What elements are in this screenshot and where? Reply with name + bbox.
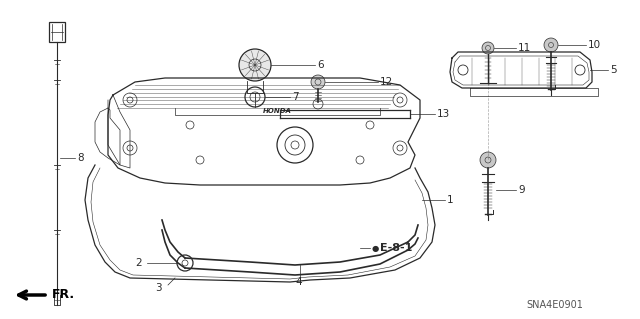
Text: 1: 1	[447, 195, 454, 205]
Text: 3: 3	[155, 283, 162, 293]
Text: 11: 11	[518, 43, 531, 53]
Text: 8: 8	[77, 153, 84, 163]
Text: 13: 13	[437, 109, 451, 119]
Text: ●: ●	[372, 243, 380, 253]
Circle shape	[482, 42, 494, 54]
Text: HONDA: HONDA	[262, 108, 291, 114]
Text: 12: 12	[380, 77, 393, 87]
Circle shape	[239, 49, 271, 81]
Text: FR.: FR.	[52, 288, 75, 301]
Circle shape	[311, 75, 325, 89]
Text: 6: 6	[317, 60, 324, 70]
Text: E-8-1: E-8-1	[380, 243, 412, 253]
Text: 10: 10	[588, 40, 601, 50]
Bar	[49, 22, 65, 42]
Text: SNA4E0901: SNA4E0901	[527, 300, 584, 310]
Text: 4: 4	[295, 277, 301, 287]
Text: 5: 5	[610, 65, 616, 75]
Text: 9: 9	[518, 185, 525, 195]
Text: 2: 2	[135, 258, 141, 268]
Text: 7: 7	[292, 92, 299, 102]
Circle shape	[480, 152, 496, 168]
Circle shape	[544, 38, 558, 52]
